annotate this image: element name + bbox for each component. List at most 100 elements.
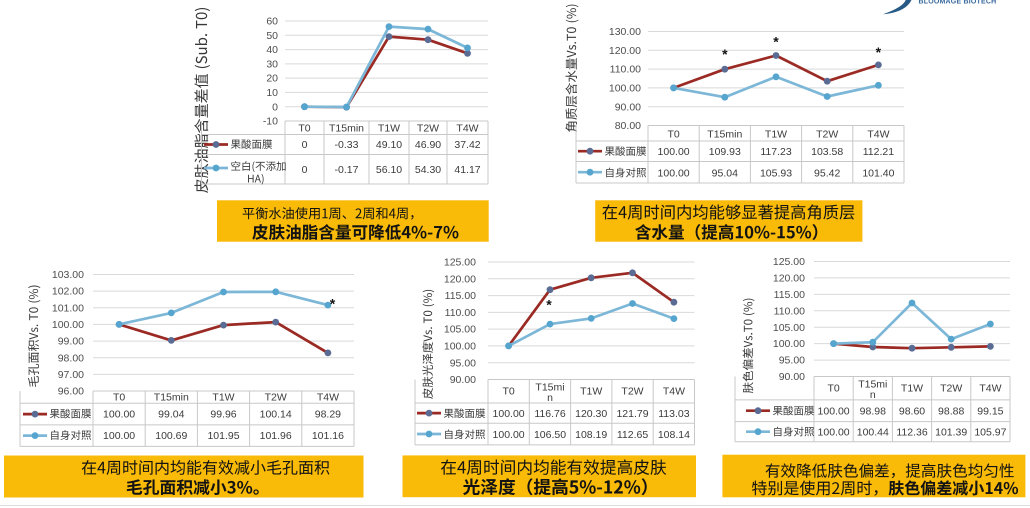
svg-text:T15min: T15min: [329, 123, 364, 135]
svg-text:100.44: 100.44: [857, 427, 889, 439]
svg-text:99.15: 99.15: [977, 406, 1003, 418]
svg-text:98.60: 98.60: [899, 406, 925, 418]
svg-text:90.00: 90.00: [450, 374, 476, 386]
svg-text:-0.33: -0.33: [335, 139, 359, 151]
svg-text:40: 40: [266, 44, 278, 56]
svg-text:T1W: T1W: [765, 129, 787, 141]
svg-text:100.00: 100.00: [658, 146, 690, 158]
svg-text:60: 60: [266, 16, 278, 28]
svg-text:108.14: 108.14: [658, 429, 690, 441]
svg-text:100.00: 100.00: [493, 408, 525, 420]
svg-text:37.42: 37.42: [454, 139, 480, 151]
svg-text:*: *: [546, 297, 552, 313]
svg-text:T4W: T4W: [979, 383, 1001, 395]
svg-text:T2W: T2W: [940, 383, 962, 395]
svg-text:105.00: 105.00: [773, 322, 805, 334]
svg-text:T1W: T1W: [901, 383, 923, 395]
svg-text:95.04: 95.04: [712, 168, 738, 180]
svg-text:96.00: 96.00: [58, 386, 84, 398]
svg-text:101.40: 101.40: [862, 168, 894, 180]
svg-text:*: *: [876, 44, 882, 60]
svg-text:T0: T0: [113, 392, 125, 404]
svg-text:101.16: 101.16: [312, 430, 344, 442]
svg-text:95.00: 95.00: [779, 355, 805, 367]
svg-text:105.00: 105.00: [444, 324, 476, 336]
svg-text:95.00: 95.00: [450, 357, 476, 369]
svg-text:T0: T0: [298, 123, 310, 135]
svg-text:*: *: [330, 296, 336, 312]
svg-text:n: n: [870, 389, 876, 401]
svg-text:103.58: 103.58: [811, 146, 843, 158]
svg-text:0: 0: [302, 139, 308, 151]
svg-text:130.00: 130.00: [609, 26, 641, 38]
svg-text:80.00: 80.00: [615, 120, 641, 132]
svg-text:98.88: 98.88: [938, 406, 964, 418]
svg-text:0: 0: [272, 101, 278, 113]
svg-text:T15mi: T15mi: [858, 379, 887, 391]
svg-text:49.10: 49.10: [376, 139, 402, 151]
svg-text:30: 30: [266, 59, 278, 71]
svg-text:41.17: 41.17: [454, 164, 480, 176]
svg-text:T4W: T4W: [867, 129, 889, 141]
svg-text:99.96: 99.96: [210, 409, 236, 421]
svg-text:120.30: 120.30: [575, 408, 607, 420]
svg-text:100.00: 100.00: [609, 83, 641, 95]
svg-text:106.50: 106.50: [534, 429, 566, 441]
svg-text:100.00: 100.00: [818, 406, 850, 418]
svg-text:110.00: 110.00: [445, 307, 476, 319]
svg-text:95.42: 95.42: [814, 168, 840, 180]
svg-text:100.00: 100.00: [493, 429, 525, 441]
svg-text:56.10: 56.10: [376, 164, 402, 176]
svg-text:T4W: T4W: [663, 386, 685, 398]
svg-text:112.65: 112.65: [617, 429, 648, 441]
svg-text:T2W: T2W: [621, 386, 643, 398]
svg-text:120.00: 120.00: [609, 45, 641, 57]
svg-text:100.00: 100.00: [103, 409, 135, 421]
svg-text:125.00: 125.00: [773, 256, 805, 268]
svg-text:120.00: 120.00: [444, 273, 476, 285]
svg-text:101.96: 101.96: [260, 430, 292, 442]
svg-text:T1W: T1W: [212, 392, 234, 404]
svg-text:113.03: 113.03: [658, 408, 689, 420]
svg-text:T2W: T2W: [265, 392, 287, 404]
svg-text:T4W: T4W: [456, 123, 478, 135]
svg-text:100.69: 100.69: [155, 430, 187, 442]
svg-text:105.93: 105.93: [760, 168, 792, 180]
svg-text:109.93: 109.93: [709, 146, 741, 158]
svg-text:20: 20: [266, 73, 278, 85]
svg-text:101.00: 101.00: [52, 302, 84, 314]
svg-text:90.00: 90.00: [779, 371, 805, 383]
svg-text:117.23: 117.23: [760, 146, 791, 158]
svg-text:125.00: 125.00: [444, 257, 476, 269]
svg-text:10: 10: [266, 87, 278, 99]
svg-text:101.39: 101.39: [935, 427, 967, 439]
svg-text:110.00: 110.00: [610, 64, 641, 76]
svg-text:T2W: T2W: [816, 129, 838, 141]
svg-text:99.04: 99.04: [158, 409, 184, 421]
svg-text:100.00: 100.00: [103, 430, 135, 442]
svg-text:46.90: 46.90: [415, 139, 441, 151]
svg-text:100.00: 100.00: [444, 341, 476, 353]
svg-text:T0: T0: [502, 386, 514, 398]
svg-text:100.00: 100.00: [658, 168, 690, 180]
svg-text:-10: -10: [263, 116, 278, 128]
svg-text:103.00: 103.00: [52, 269, 84, 281]
svg-text:T4W: T4W: [317, 392, 339, 404]
svg-text:121.79: 121.79: [616, 408, 648, 420]
svg-text:T0: T0: [667, 129, 679, 141]
svg-text:-0.17: -0.17: [335, 164, 359, 176]
svg-text:T0: T0: [827, 383, 839, 395]
svg-text:112.36: 112.36: [896, 427, 927, 439]
svg-text:T1W: T1W: [580, 386, 602, 398]
svg-text:99.00: 99.00: [58, 336, 84, 348]
svg-text:50: 50: [266, 30, 278, 42]
svg-text:100.00: 100.00: [818, 427, 850, 439]
svg-text:T15min: T15min: [154, 392, 189, 404]
svg-text:100.14: 100.14: [260, 409, 292, 421]
svg-text:T15min: T15min: [707, 129, 742, 141]
svg-text:100.00: 100.00: [52, 319, 84, 331]
svg-text:98.00: 98.00: [58, 352, 84, 364]
svg-text:115.00: 115.00: [774, 289, 805, 301]
svg-text:BLOOMAGE BIOTECH: BLOOMAGE BIOTECH: [919, 0, 997, 6]
svg-text:105.97: 105.97: [974, 427, 1006, 439]
